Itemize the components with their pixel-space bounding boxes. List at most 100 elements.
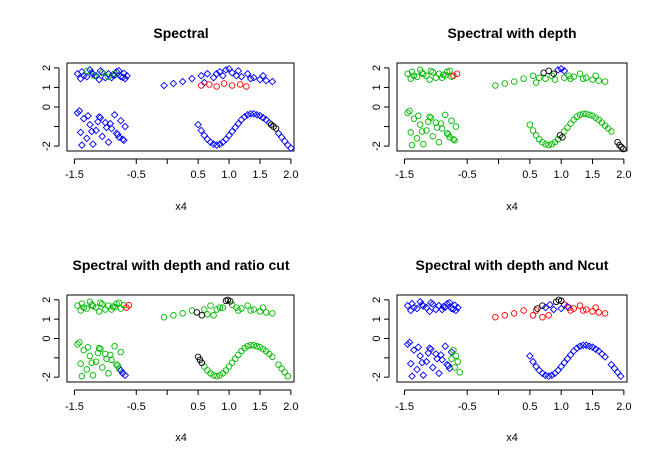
data-point — [583, 74, 590, 81]
data-point — [235, 351, 242, 359]
data-point — [579, 341, 587, 350]
data-point — [227, 298, 234, 305]
data-point — [198, 359, 206, 366]
data-point — [550, 70, 557, 78]
data-point — [446, 134, 453, 141]
x-tick-label: -1.5 — [395, 169, 414, 181]
data-point — [106, 119, 115, 128]
data-point — [259, 71, 267, 80]
data-point — [557, 304, 566, 313]
data-point — [256, 75, 264, 84]
data-point — [416, 352, 425, 360]
data-point — [210, 312, 217, 319]
data-point — [111, 303, 118, 311]
data-point — [225, 363, 233, 370]
x-tick-label: -1.5 — [395, 401, 414, 413]
data-point — [441, 303, 450, 312]
data-point — [413, 365, 421, 374]
data-point — [228, 82, 236, 89]
data-point — [529, 312, 537, 319]
data-point — [89, 371, 97, 379]
data-point — [452, 123, 460, 130]
data-point — [228, 68, 236, 77]
data-point — [253, 342, 261, 350]
data-point — [95, 308, 103, 315]
data-point — [520, 75, 527, 82]
data-point — [576, 342, 584, 351]
data-point — [170, 312, 177, 319]
data-point — [169, 79, 178, 88]
scatter-points — [403, 296, 625, 381]
x-tick-label: -0.5 — [127, 169, 146, 181]
data-point — [432, 119, 440, 126]
data-point — [89, 302, 97, 310]
data-point — [445, 298, 454, 307]
data-point — [90, 72, 98, 79]
data-point — [209, 73, 218, 82]
data-point — [193, 309, 201, 316]
data-point — [433, 124, 441, 131]
data-point — [206, 138, 215, 147]
data-point — [87, 127, 96, 136]
data-point — [442, 72, 449, 79]
data-point — [78, 300, 86, 307]
data-point — [451, 364, 458, 371]
data-point — [107, 351, 114, 359]
data-point — [408, 299, 416, 308]
y-tick-label: 0 — [371, 104, 383, 110]
data-point — [448, 355, 455, 363]
data-point — [269, 353, 276, 361]
data-point — [160, 81, 168, 90]
data-point — [228, 359, 236, 366]
x-tick-label: 2.0 — [616, 401, 631, 413]
data-point — [98, 132, 107, 141]
data-point — [220, 80, 228, 87]
data-point — [125, 301, 133, 309]
data-point — [437, 120, 445, 127]
data-point — [92, 126, 100, 135]
data-point — [203, 69, 212, 78]
data-point — [579, 307, 587, 314]
data-point — [413, 135, 421, 142]
data-point — [573, 344, 581, 353]
data-point — [450, 136, 457, 143]
data-point — [532, 132, 540, 139]
data-point — [89, 140, 97, 148]
data-point — [99, 69, 106, 77]
data-point — [213, 83, 220, 90]
data-point — [418, 128, 426, 135]
data-point — [426, 76, 433, 83]
data-point — [433, 354, 441, 363]
data-point — [121, 74, 129, 83]
data-point — [538, 369, 547, 378]
data-point — [102, 306, 109, 313]
data-point — [79, 114, 88, 123]
data-point — [78, 141, 86, 149]
data-point — [272, 125, 280, 132]
data-point — [452, 306, 460, 315]
data-point — [450, 72, 457, 79]
data-point — [201, 306, 208, 313]
data-point — [80, 304, 87, 311]
data-point — [446, 67, 453, 75]
data-point — [441, 342, 450, 351]
data-point — [419, 371, 428, 380]
data-point — [423, 127, 430, 134]
data-point — [432, 305, 440, 314]
x-tick-label: 1.5 — [585, 401, 600, 413]
data-point — [438, 125, 446, 132]
data-point — [413, 304, 421, 313]
data-point — [592, 304, 599, 311]
data-point — [418, 358, 426, 367]
data-point — [103, 355, 110, 363]
data-point — [188, 74, 196, 83]
data-point — [121, 122, 129, 131]
data-point — [544, 372, 553, 381]
data-point — [280, 137, 289, 146]
x-axis-label: x4 — [506, 201, 518, 213]
data-point — [405, 338, 414, 347]
x-tick-label: 1.5 — [252, 401, 267, 413]
data-point — [557, 297, 565, 305]
data-point — [117, 348, 125, 356]
y-tick-label: 2 — [41, 65, 53, 71]
